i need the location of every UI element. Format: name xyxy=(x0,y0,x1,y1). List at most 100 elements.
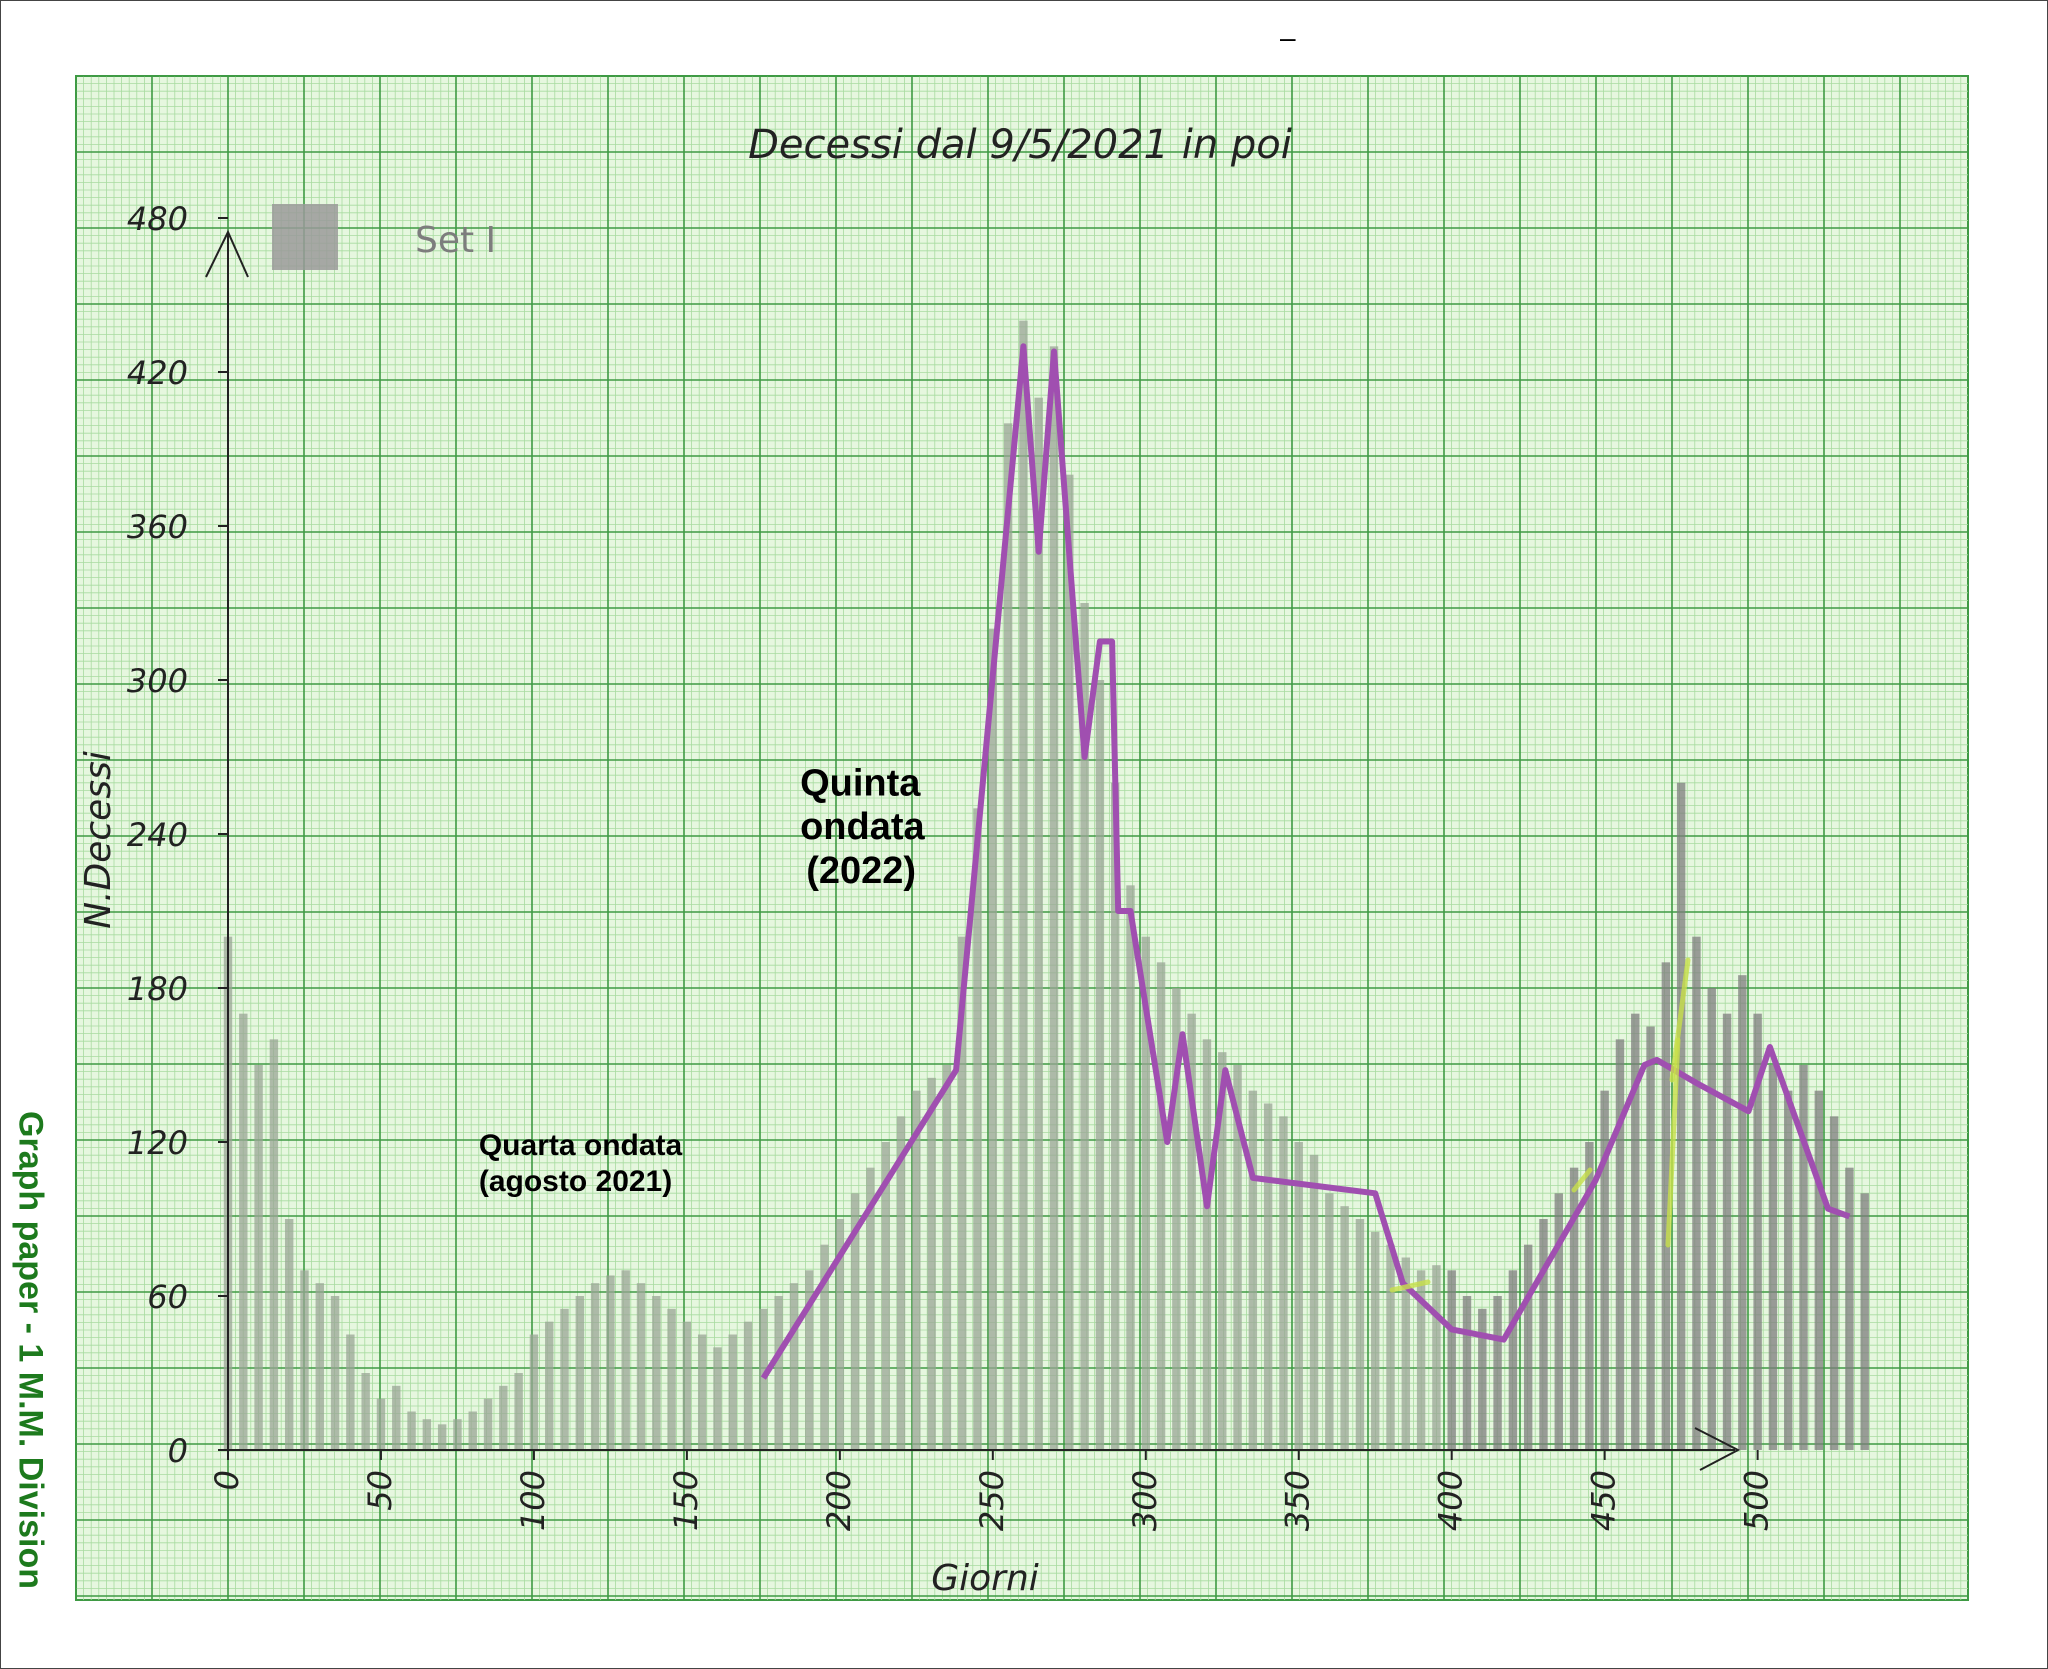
bar xyxy=(1631,1013,1640,1450)
trend-line xyxy=(760,343,1851,1380)
bar xyxy=(1401,1257,1411,1450)
bar xyxy=(1600,1090,1609,1450)
bar xyxy=(1799,1065,1808,1450)
bar xyxy=(1508,1270,1518,1450)
bar xyxy=(239,1013,248,1450)
bar xyxy=(1478,1308,1487,1450)
bar xyxy=(1325,1193,1334,1450)
bar xyxy=(483,1398,493,1450)
bar xyxy=(1095,680,1105,1450)
bar xyxy=(1784,1090,1793,1450)
bar xyxy=(743,1321,753,1450)
bar xyxy=(1172,988,1181,1450)
bar xyxy=(284,1219,294,1450)
bar xyxy=(1432,1265,1441,1450)
bar xyxy=(1141,936,1150,1450)
bar xyxy=(1661,962,1671,1450)
axes xyxy=(205,229,1741,1471)
bar xyxy=(728,1334,737,1450)
y-axis-arrow xyxy=(205,229,249,278)
y-tick-label: 240 xyxy=(127,816,188,854)
bar xyxy=(1814,1090,1824,1450)
top-dash: – xyxy=(1280,22,1296,53)
highlighter-mark xyxy=(1665,1037,1681,1248)
x-tick-label: 300 xyxy=(1126,1470,1164,1531)
bar-series xyxy=(223,320,1869,1451)
x-axis-label: Giorni xyxy=(931,1558,1039,1599)
x-tick-label: 500 xyxy=(1738,1470,1776,1531)
bar xyxy=(1554,1193,1563,1450)
bar xyxy=(1248,1090,1258,1450)
y-tick-label: 60 xyxy=(147,1278,188,1316)
side-caption: Graph paper - 1 M.M. Division xyxy=(10,1100,50,1600)
bar xyxy=(1707,988,1716,1450)
x-tick-label: 200 xyxy=(820,1470,858,1531)
bar xyxy=(606,1275,615,1450)
bar xyxy=(346,1334,355,1450)
bar xyxy=(1202,1039,1212,1450)
bar xyxy=(1156,962,1166,1450)
bar xyxy=(1829,1116,1839,1450)
bar xyxy=(1187,1013,1196,1450)
chart-title: Decessi dal 9/5/2021 in poi xyxy=(748,122,1292,168)
bar xyxy=(468,1411,477,1450)
bar xyxy=(621,1270,630,1450)
bar xyxy=(1523,1244,1533,1450)
bar xyxy=(407,1411,416,1450)
highlighter-mark xyxy=(1389,1279,1431,1293)
bar xyxy=(1753,1013,1762,1450)
bar xyxy=(820,1244,829,1450)
bar xyxy=(652,1296,661,1450)
bar xyxy=(1003,423,1013,1450)
bar xyxy=(1386,1244,1395,1450)
bar xyxy=(560,1308,569,1450)
bar xyxy=(1539,1219,1548,1450)
y-tick-label: 420 xyxy=(127,354,188,392)
bar xyxy=(1768,1065,1778,1450)
x-tick-label: 450 xyxy=(1585,1470,1623,1531)
bar xyxy=(1493,1296,1502,1450)
highlighter-mark xyxy=(1669,957,1691,1083)
bar xyxy=(881,1142,890,1450)
bar xyxy=(1340,1206,1349,1450)
bar xyxy=(713,1347,722,1450)
bar xyxy=(1110,782,1120,1450)
x-tick-label: 100 xyxy=(514,1470,552,1531)
bar xyxy=(1676,782,1686,1450)
bar xyxy=(759,1308,768,1450)
x-tick-label: 0 xyxy=(208,1470,246,1490)
bar xyxy=(774,1296,783,1450)
bar xyxy=(254,1065,263,1450)
bar xyxy=(514,1373,523,1450)
bar xyxy=(1263,1103,1273,1450)
y-tick-label: 360 xyxy=(127,508,188,546)
bar xyxy=(1080,603,1089,1450)
bar xyxy=(1447,1270,1456,1450)
bar xyxy=(805,1270,814,1450)
bar xyxy=(927,1077,936,1450)
bar xyxy=(697,1334,707,1450)
bar xyxy=(1233,1065,1242,1450)
bar xyxy=(912,1090,921,1450)
bar xyxy=(942,1065,952,1450)
bar xyxy=(453,1419,462,1450)
bar xyxy=(422,1419,432,1450)
bar xyxy=(1294,1142,1303,1450)
highlighter-mark xyxy=(1571,1167,1593,1193)
bar xyxy=(545,1321,554,1450)
bar xyxy=(988,628,998,1450)
bar xyxy=(636,1283,646,1450)
bar xyxy=(1692,936,1701,1450)
x-tick-label: 350 xyxy=(1279,1470,1317,1531)
bar xyxy=(437,1424,447,1450)
y-axis-label: N.Decessi xyxy=(78,751,119,929)
bar xyxy=(850,1193,860,1450)
bar xyxy=(1065,474,1074,1451)
bar xyxy=(1738,975,1747,1450)
bar xyxy=(835,1219,845,1450)
x-tick-label: 400 xyxy=(1432,1470,1470,1531)
bar xyxy=(392,1385,401,1450)
tick-labels: 0 60 120 180 240 300 360 420 480 0 50 100 150 200 250 3… xyxy=(127,200,1776,1531)
bar xyxy=(973,808,982,1450)
